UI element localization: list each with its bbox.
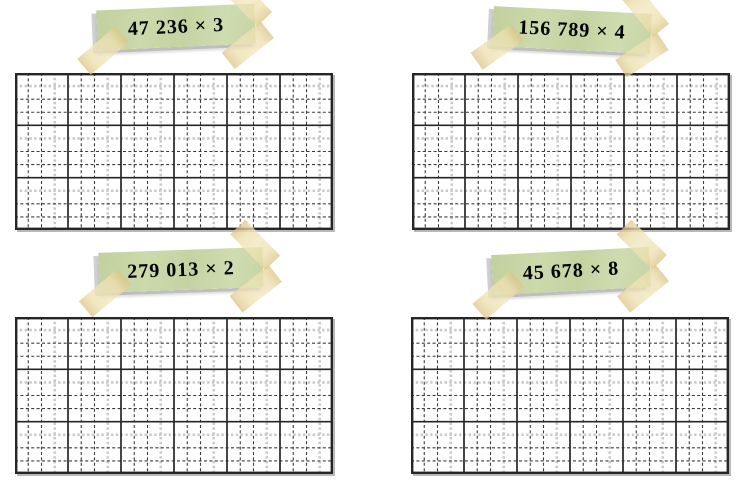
working-grid-4 bbox=[411, 317, 729, 474]
problem-label-note-4: 45 678 × 8 bbox=[472, 219, 670, 320]
tape-icon bbox=[221, 0, 272, 27]
problem-label-3: 279 013 × 2 bbox=[126, 256, 236, 283]
working-grid-2 bbox=[412, 73, 730, 230]
tape-icon bbox=[221, 21, 274, 70]
problem-label-2: 156 789 × 4 bbox=[517, 15, 627, 44]
working-grid-3 bbox=[15, 317, 333, 474]
tape-icon bbox=[229, 265, 282, 313]
tape-icon bbox=[77, 26, 129, 75]
tape-icon bbox=[621, 0, 669, 38]
problem-label-note-1: 47 236 × 3 bbox=[77, 0, 274, 75]
tape-icon bbox=[472, 271, 524, 320]
problem-label-1: 47 236 × 3 bbox=[127, 13, 225, 40]
problem-label-note-3: 279 013 × 2 bbox=[78, 219, 282, 318]
problem-label-4: 45 678 × 8 bbox=[522, 256, 620, 285]
tape-icon bbox=[616, 264, 670, 313]
problem-label-note-2: 156 789 × 4 bbox=[470, 0, 669, 78]
tape-icon bbox=[78, 269, 131, 318]
working-grid-1 bbox=[15, 73, 333, 230]
tape-icon bbox=[470, 23, 524, 70]
